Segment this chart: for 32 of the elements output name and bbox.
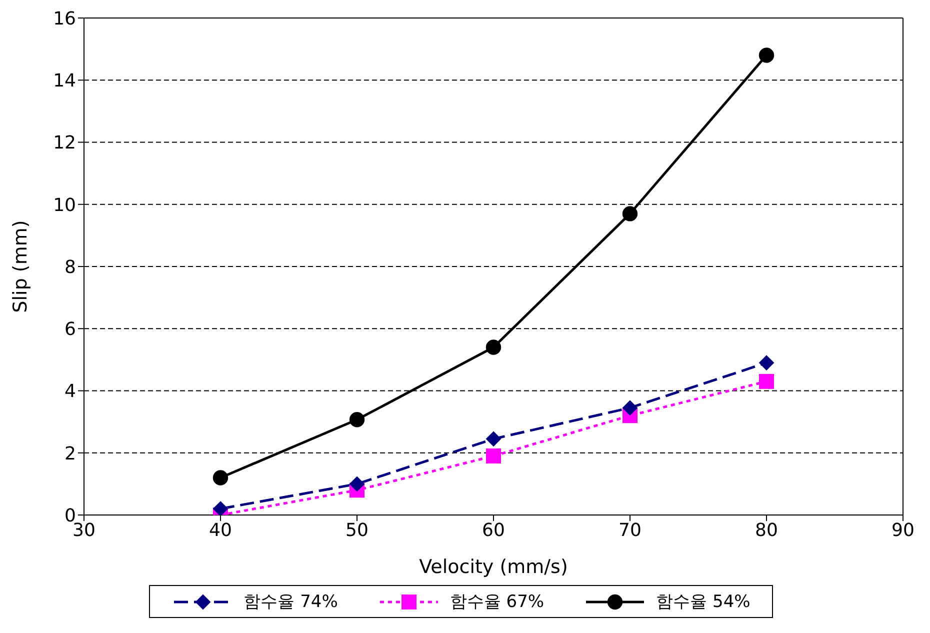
y-tick-label: 8 bbox=[64, 256, 76, 278]
x-tick-label: 80 bbox=[755, 520, 778, 541]
point bbox=[759, 355, 774, 370]
point bbox=[486, 340, 502, 355]
y-tick-label: 14 bbox=[53, 70, 76, 92]
legend-label: 함수율 54% bbox=[656, 591, 750, 613]
legend-label: 함수율 67% bbox=[450, 591, 544, 613]
x-tick-label: 50 bbox=[346, 520, 368, 541]
y-tick-label: 4 bbox=[64, 381, 76, 402]
point bbox=[622, 206, 638, 222]
y-axis-title: Slip (mm) bbox=[10, 220, 32, 313]
y-tick-label: 16 bbox=[53, 8, 76, 30]
point bbox=[622, 400, 638, 416]
x-tick-label: 30 bbox=[72, 520, 96, 541]
legend-label: 함수율 74% bbox=[244, 591, 338, 613]
x-tick-label: 90 bbox=[892, 520, 914, 541]
y-tick-label: 6 bbox=[64, 319, 76, 340]
y-tick-label: 2 bbox=[64, 443, 76, 464]
point bbox=[349, 412, 365, 428]
x-tick-label: 60 bbox=[482, 520, 505, 541]
y-tick-label: 10 bbox=[53, 194, 76, 216]
x-axis-title: Velocity (mm/s) bbox=[419, 556, 568, 578]
x-tick-label: 70 bbox=[618, 520, 642, 541]
point bbox=[759, 374, 774, 389]
point bbox=[758, 48, 774, 63]
point bbox=[212, 470, 228, 486]
point bbox=[213, 501, 228, 515]
y-tick-label: 12 bbox=[53, 132, 76, 154]
point bbox=[486, 431, 501, 446]
point bbox=[486, 448, 501, 464]
x-tick-label: 40 bbox=[209, 520, 232, 541]
point bbox=[350, 476, 364, 492]
